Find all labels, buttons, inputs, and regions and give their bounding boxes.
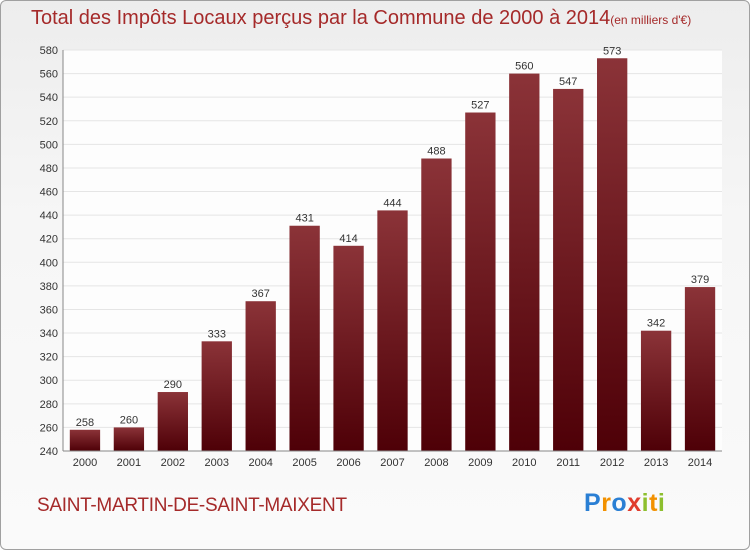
bar-value-label: 488 <box>427 146 445 158</box>
y-tick-label: 300 <box>40 375 58 387</box>
logo-letter: i <box>657 489 666 517</box>
y-tick-label: 340 <box>40 328 58 340</box>
y-tick-label: 360 <box>40 304 58 316</box>
bar-value-label: 414 <box>339 233 357 245</box>
y-tick-label: 520 <box>40 116 58 128</box>
bar-2002 <box>157 392 188 451</box>
y-tick-label: 560 <box>40 69 58 81</box>
bar-value-label: 573 <box>603 45 621 57</box>
y-tick-label: 580 <box>40 45 58 57</box>
x-tick-label: 2006 <box>336 457 360 469</box>
x-tick-label: 2002 <box>161 457 185 469</box>
bar-value-label: 333 <box>208 328 226 340</box>
bar-value-label: 444 <box>383 197 401 209</box>
bar-2014 <box>684 287 716 451</box>
bar-2008 <box>421 158 452 451</box>
y-tick-label: 440 <box>40 210 58 222</box>
y-tick-label: 280 <box>40 399 58 411</box>
bar-value-label: 431 <box>295 213 313 225</box>
x-tick-label: 2004 <box>248 457 272 469</box>
y-tick-label: 460 <box>40 187 58 199</box>
y-tick-label: 380 <box>40 281 58 293</box>
x-tick-label: 2003 <box>205 457 229 469</box>
bar-2006 <box>333 245 364 451</box>
bar-2010 <box>509 73 540 452</box>
logo-letter: x <box>627 489 642 517</box>
x-tick-label: 2011 <box>556 457 580 469</box>
bar-2001 <box>113 427 145 451</box>
x-tick-label: 2014 <box>688 457 712 469</box>
commune-name: SAINT-MARTIN-DE-SAINT-MAIXENT <box>37 495 347 516</box>
bar-value-label: 258 <box>76 417 94 429</box>
bar-2009 <box>465 112 496 452</box>
logo-letter: r <box>601 489 612 517</box>
bar-value-label: 560 <box>515 61 533 73</box>
x-tick-label: 2000 <box>73 457 97 469</box>
x-tick-label: 2007 <box>380 457 404 469</box>
x-tick-label: 2013 <box>644 457 668 469</box>
chart-unit-label: (en milliers d'€) <box>610 13 692 27</box>
x-tick-label: 2010 <box>512 457 536 469</box>
y-tick-label: 480 <box>40 163 58 175</box>
logo-letter: i <box>641 489 650 517</box>
bar-value-label: 367 <box>252 288 270 300</box>
y-tick-label: 500 <box>40 139 58 151</box>
bar-value-label: 379 <box>691 274 709 286</box>
y-tick-label: 260 <box>40 422 58 434</box>
x-tick-label: 2001 <box>117 457 141 469</box>
bar-2004 <box>245 301 276 451</box>
bar-2012 <box>597 58 628 451</box>
bar-value-label: 547 <box>559 76 577 88</box>
bar-2005 <box>289 225 320 451</box>
y-tick-label: 240 <box>40 446 58 458</box>
bar-2000 <box>69 429 101 451</box>
bar-2011 <box>553 88 584 451</box>
bar-value-label: 527 <box>471 100 489 112</box>
logo-letter: P <box>584 489 602 517</box>
x-tick-label: 2009 <box>468 457 492 469</box>
chart-title-text: Total des Impôts Locaux perçus par la Co… <box>31 7 611 29</box>
bar-value-label: 290 <box>164 379 182 391</box>
y-tick-label: 400 <box>40 257 58 269</box>
bar-value-label: 260 <box>120 414 138 426</box>
y-tick-label: 540 <box>40 92 58 104</box>
proxiti-logo[interactable]: Proxiti <box>584 489 665 518</box>
bar-value-label: 342 <box>647 318 665 330</box>
x-tick-label: 2005 <box>292 457 316 469</box>
y-tick-label: 320 <box>40 352 58 364</box>
bar-2007 <box>377 210 408 451</box>
y-tick-label: 420 <box>40 234 58 246</box>
chart-title: Total des Impôts Locaux perçus par la Co… <box>31 7 691 30</box>
logo-letter: o <box>611 489 628 517</box>
bar-2013 <box>640 330 672 451</box>
x-tick-label: 2012 <box>600 457 624 469</box>
logo-letter: t <box>649 489 658 517</box>
x-tick-label: 2008 <box>424 457 448 469</box>
bar-2003 <box>201 341 232 451</box>
